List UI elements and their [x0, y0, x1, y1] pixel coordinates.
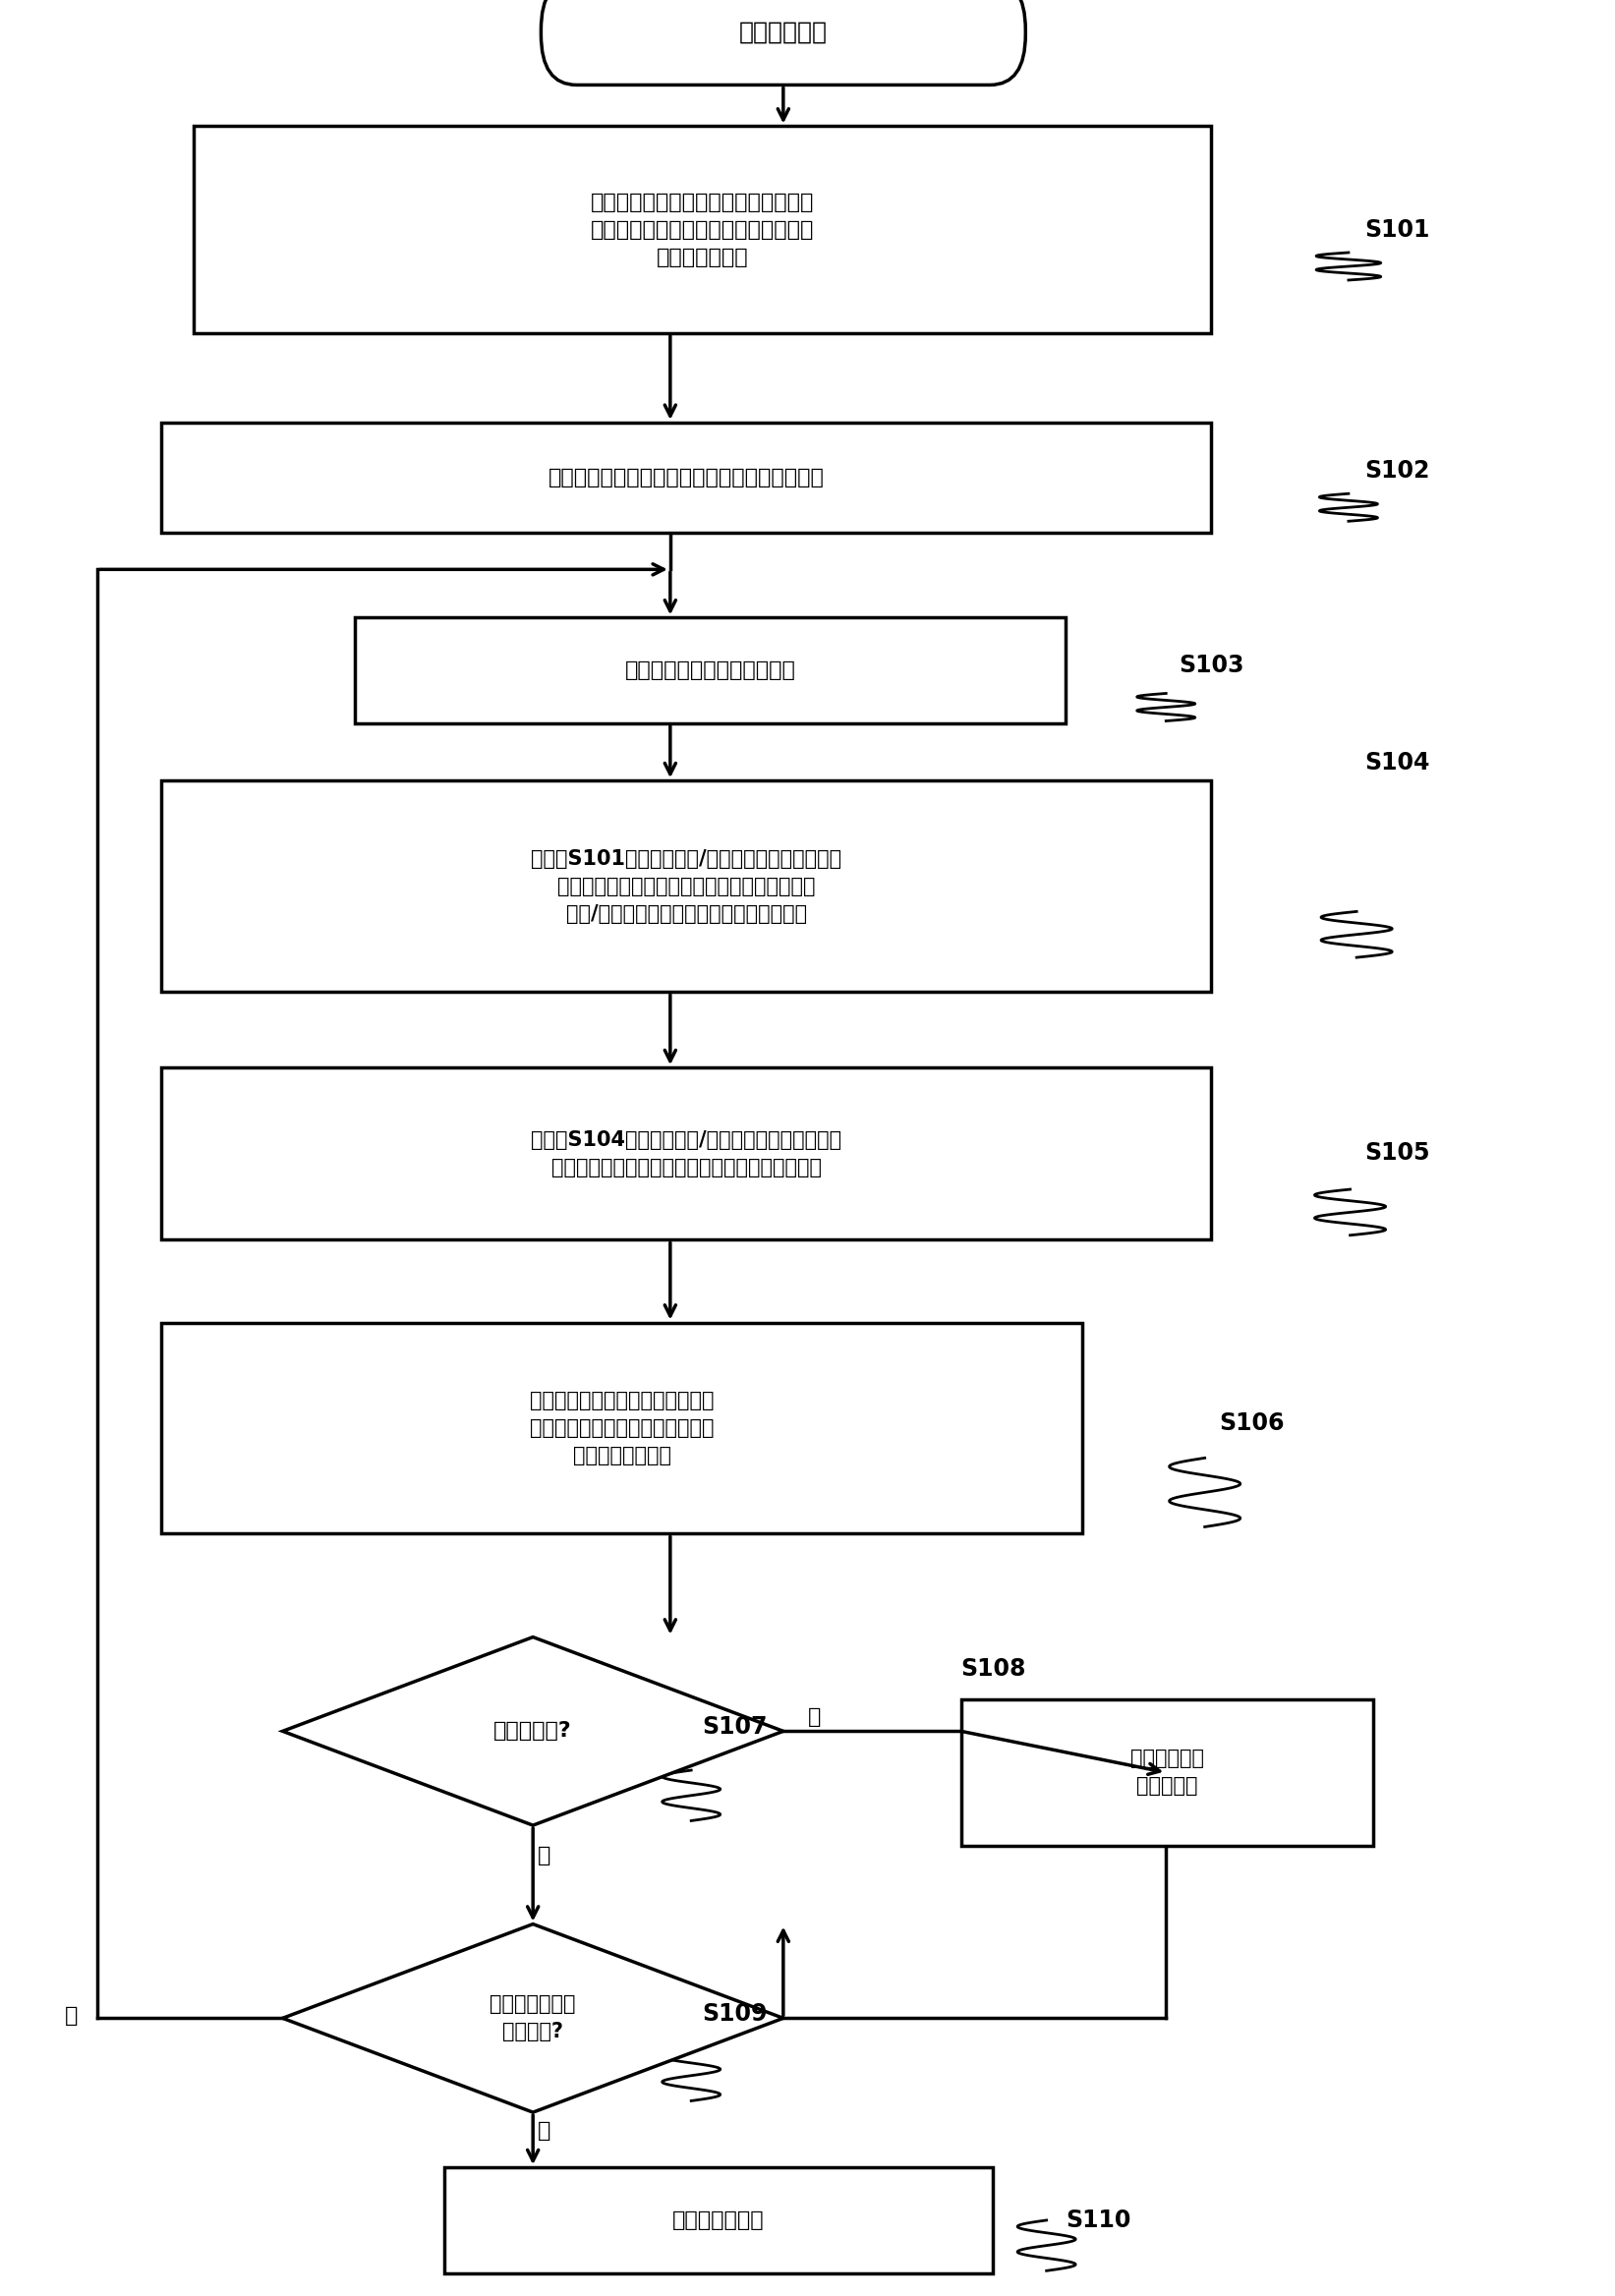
Text: S110: S110	[1066, 2209, 1130, 2232]
Bar	[961, 1699, 1373, 1846]
Text: 再现计算中使用的参数的设定: 再现计算中使用的参数的设定	[625, 661, 796, 680]
Bar	[355, 618, 1066, 723]
FancyBboxPatch shape	[541, 0, 1026, 85]
Text: S101: S101	[1365, 218, 1429, 241]
Polygon shape	[283, 1637, 783, 1825]
Text: 读入基于被检测电池的实测的放电（充电）曲线: 读入基于被检测电池的实测的放电（充电）曲线	[549, 468, 824, 487]
Polygon shape	[283, 1924, 783, 2112]
Text: S109: S109	[703, 2002, 767, 2025]
Text: 根据在S101中读入的正极/负极活性物质固有的放电
（充电）曲线和所设定的参数，求出电池内部的
正极/负极整体的放电（充电）曲线的计算值: 根据在S101中读入的正极/负极活性物质固有的放电 （充电）曲线和所设定的参数，…	[531, 850, 841, 923]
Text: S105: S105	[1365, 1141, 1429, 1164]
Text: 对基于实测的放电（充电）曲线和
基于计算的放电（充电）曲线进行
比较，计算再现度: 对基于实测的放电（充电）曲线和 基于计算的放电（充电）曲线进行 比较，计算再现度	[530, 1391, 714, 1465]
Text: 再现度良好?: 再现度良好?	[494, 1722, 572, 1740]
Text: S103: S103	[1179, 654, 1244, 677]
Text: S108: S108	[961, 1658, 1026, 1681]
Bar	[194, 126, 1211, 333]
Text: 否: 否	[538, 1846, 551, 1867]
Text: 是: 是	[808, 1708, 820, 1727]
Text: 否: 否	[65, 2007, 78, 2025]
Bar	[162, 422, 1211, 533]
Text: 是: 是	[538, 2122, 551, 2142]
Bar	[162, 781, 1211, 992]
Text: S107: S107	[703, 1715, 767, 1738]
Text: 从存储器读入正极活性物质固有的放电
（充电）曲线和负极活性物质固有的放
电（充电）曲线: 从存储器读入正极活性物质固有的放电 （充电）曲线和负极活性物质固有的放 电（充电…	[591, 193, 814, 266]
Text: 满足再现计算的
结束条件?: 满足再现计算的 结束条件?	[489, 1995, 577, 2041]
Bar	[162, 1068, 1211, 1240]
Text: S104: S104	[1365, 751, 1429, 774]
Text: S102: S102	[1365, 459, 1429, 482]
Text: 登记再现度和
此时的参数: 登记再现度和 此时的参数	[1130, 1750, 1203, 1795]
Text: 输出登记的数据: 输出登记的数据	[673, 2211, 764, 2229]
Bar	[444, 2167, 993, 2273]
Text: S106: S106	[1219, 1412, 1284, 1435]
Text: 再现计算开始: 再现计算开始	[740, 21, 827, 44]
Text: 根据在S104中求出的正极/负极整体的放电（充电）
曲线的计算值，求出电池整体的放电（充电）曲线: 根据在S104中求出的正极/负极整体的放电（充电） 曲线的计算值，求出电池整体的…	[531, 1130, 841, 1178]
Bar	[162, 1322, 1082, 1534]
